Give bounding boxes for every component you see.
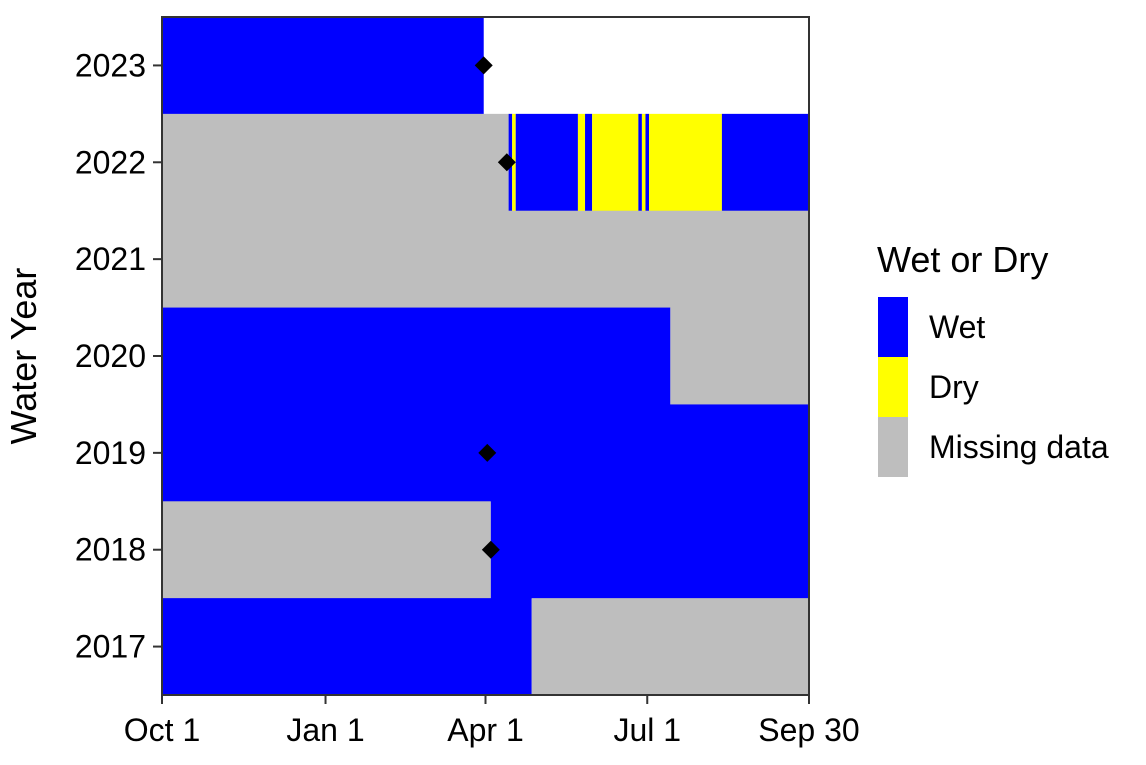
tile-wet-2023 [162,17,484,115]
legend-swatch-wet [878,297,908,357]
tile-wet-2022 [638,113,642,212]
x-tick-label: Jul 1 [613,712,681,748]
legend-swatch-missing [878,417,908,477]
legend-label-wet: Wet [929,309,985,345]
x-tick-label: Jan 1 [286,712,364,748]
x-axis: Oct 1 Jan 1 Apr 1 Jul 1 Sep 30 [124,695,860,748]
marker-diamond-2023 [474,56,493,75]
legend-swatch-dry [878,357,908,417]
tile-dry-2022 [577,113,586,212]
heatmap-tiles [162,17,809,696]
legend-title: Wet or Dry [877,239,1048,280]
y-tick-label-2022: 2022 [75,144,146,180]
y-tick-label-2018: 2018 [75,532,146,568]
tile-wet-2018 [490,501,809,599]
marker-diamond-2022 [497,153,516,172]
tile-wet-2020 [162,307,671,405]
legend-label-missing: Missing data [929,429,1109,465]
tile-missing-2020 [670,307,809,405]
marker-diamond-2018 [481,540,500,559]
tile-wet-2022 [721,113,809,212]
tile-missing-2022 [162,113,509,212]
tile-missing-2017 [531,598,809,696]
y-tick-label-2020: 2020 [75,338,146,374]
y-tick-label-2023: 2023 [75,47,146,83]
tile-dry-2022 [641,113,646,212]
y-tick-label-2017: 2017 [75,629,146,665]
x-tick-label: Sep 30 [758,712,859,748]
x-tick-label: Oct 1 [124,712,200,748]
observation-markers [474,56,516,559]
legend-label-dry: Dry [929,369,979,405]
tile-dry-2022 [649,113,722,212]
tile-wet-2017 [162,598,532,696]
tile-wet-2022 [645,113,650,212]
marker-diamond-2019 [478,443,497,462]
y-axis-title: Water Year [3,268,44,445]
tile-wet-2022 [585,113,593,212]
tile-wet-2022 [515,113,578,212]
x-tick-label: Apr 1 [447,712,523,748]
tile-dry-2022 [592,113,639,212]
y-axis: 2023 2022 2021 2020 2019 2018 2017 [75,47,162,665]
legend-items: Wet Dry Missing data [878,297,1109,477]
tile-missing-2021 [162,210,809,308]
legend: Wet or Dry Wet Dry Missing data [877,239,1109,477]
y-tick-label-2021: 2021 [75,241,146,277]
y-tick-label-2019: 2019 [75,435,146,471]
tile-missing-2018 [162,501,491,599]
